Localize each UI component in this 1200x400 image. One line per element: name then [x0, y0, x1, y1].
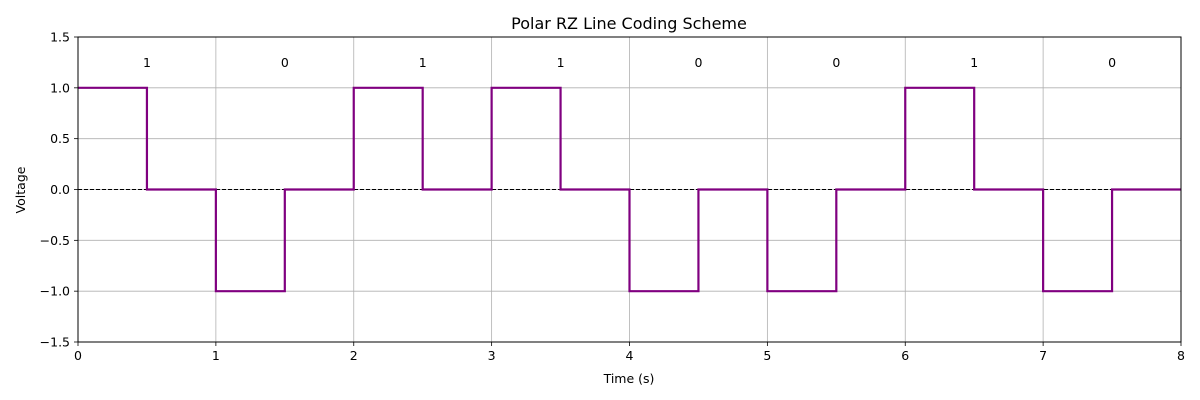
- bit-label: 1: [143, 55, 151, 70]
- x-tick-label: 1: [212, 348, 220, 363]
- bit-label: 0: [694, 55, 702, 70]
- plot-frame: [77, 36, 1182, 343]
- y-tick-label: 0.0: [50, 182, 70, 197]
- x-tick-label: 8: [1177, 348, 1185, 363]
- y-axis-label: Voltage: [13, 166, 28, 213]
- x-tick-label: 2: [350, 348, 358, 363]
- x-axis-label: Time (s): [603, 371, 655, 386]
- x-tick-label: 7: [1039, 348, 1047, 363]
- y-tick-label: 1.5: [50, 30, 70, 45]
- chart-title: Polar RZ Line Coding Scheme: [511, 14, 747, 33]
- ticks: 0 1 2 3 4 5 6 7 8 −1.5 −1.0 −0.5 0.0 0.5 1.0 1.5: [40, 30, 1185, 364]
- bit-label: 0: [281, 55, 289, 70]
- y-tick-label: 0.5: [50, 131, 70, 146]
- y-tick-label: −1.0: [40, 284, 70, 299]
- signal-line: [78, 86, 1181, 293]
- y-tick-label: −0.5: [40, 233, 70, 248]
- bit-label: 1: [419, 55, 427, 70]
- bit-label: 1: [557, 55, 565, 70]
- bit-label: 1: [970, 55, 978, 70]
- y-tick-label: −1.5: [40, 335, 70, 350]
- series-layer: [78, 86, 1181, 293]
- x-tick-label: 3: [488, 348, 496, 363]
- y-tick-label: 1.0: [50, 80, 70, 95]
- x-tick-label: 5: [763, 348, 771, 363]
- x-tick-label: 0: [74, 348, 82, 363]
- x-tick-label: 4: [626, 348, 634, 363]
- bit-label: 0: [1108, 55, 1116, 70]
- x-tick-label: 6: [901, 348, 909, 363]
- bit-labels: 1 0 1 1 0 0 1 0: [143, 55, 1116, 70]
- bit-label: 0: [832, 55, 840, 70]
